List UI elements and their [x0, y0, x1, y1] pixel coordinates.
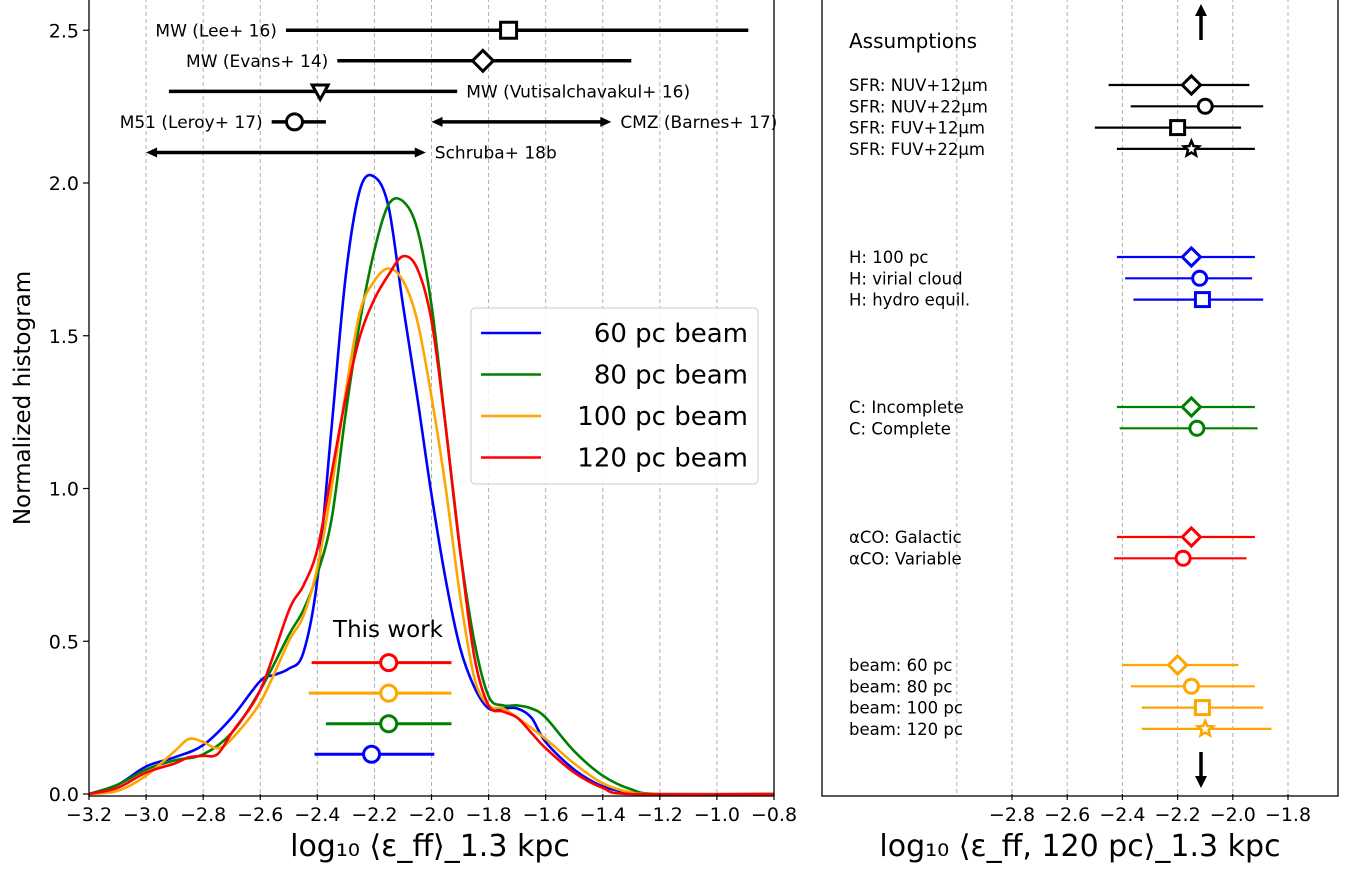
left-x-axis-label: log₁₀ ⟨ε_ff⟩_1.3 kpc — [290, 829, 570, 864]
right-x-tick-label: −2.0 — [1210, 804, 1256, 826]
assumption-marker — [1193, 291, 1211, 309]
literature-label: MW (Vutisalchavakul+ 16) — [466, 82, 690, 102]
left-y-tick-label: 0.0 — [49, 784, 79, 806]
legend-label: 120 pc beam — [577, 444, 748, 474]
right-x-tick-label: −2.4 — [1099, 804, 1145, 826]
legend: 60 pc beam 80 pc beam 100 pc beam 120 pc be… — [470, 307, 759, 485]
left-x-tick-label: −2.2 — [351, 804, 397, 826]
left-x-tick-label: −1.0 — [694, 804, 740, 826]
left-y-tick-label: 2.0 — [49, 173, 79, 195]
left-axis-ticks: −3.2 −3.0 −2.8 −2.6 −2.4 −2.2 −2.0 −1.8 −1.6 −1.4… — [49, 20, 797, 826]
literature-marker — [309, 83, 331, 103]
literature-label: M51 (Leroy+ 17) — [120, 113, 263, 133]
assumption-label: beam: 60 pc — [849, 656, 952, 675]
left-x-tick-label: −1.4 — [580, 804, 626, 826]
assumption-label: beam: 100 pc — [849, 699, 963, 718]
left-curves — [88, 173, 775, 796]
legend-label: 100 pc beam — [577, 402, 748, 432]
this-work-marker — [379, 683, 399, 703]
assumption-label: C: Incomplete — [849, 398, 964, 417]
assumption-label: H: virial cloud — [849, 269, 963, 288]
right-x-tick-label: −2.8 — [989, 804, 1035, 826]
legend-label: 80 pc beam — [594, 361, 748, 391]
assumption-label: SFR: NUV+22μm — [849, 97, 988, 116]
assumption-label: beam: 120 pc — [849, 720, 963, 739]
literature-range-arrow-right — [414, 147, 426, 158]
this-work-marker — [362, 744, 382, 764]
left-y-tick-label: 0.5 — [49, 631, 79, 653]
assumption-marker — [1191, 269, 1209, 287]
right-x-tick-label: −2.2 — [1155, 804, 1201, 826]
right-plot-frame — [821, 0, 1339, 797]
left-x-tick-label: −1.2 — [637, 804, 683, 826]
left-x-tick-label: −2.4 — [294, 804, 340, 826]
left-y-axis-label: Normalized histogram — [10, 271, 36, 525]
left-panel: MW (Lee+ 16) MW (Evans+ 14) MW (Vutisalcha… — [10, 0, 797, 864]
left-y-tick-label: 1.0 — [49, 479, 79, 501]
assumption-label: SFR: FUV+12μm — [849, 119, 985, 138]
series-line-3 — [88, 267, 775, 796]
assumption-label: αCO: Variable — [849, 549, 962, 568]
right-axis-ticks: −2.8 −2.6 −2.4 −2.2 −2.0 −1.8 — [989, 794, 1311, 826]
assumption-marker — [1169, 119, 1187, 137]
left-x-tick-label: −1.6 — [523, 804, 569, 826]
legend-label: 60 pc beam — [594, 319, 748, 349]
assumption-marker — [1180, 73, 1203, 97]
assumption-rows: SFR: NUV+12μm SFR: NUV+22μm SFR: FUV+12μm S… — [849, 73, 1272, 739]
literature-marker — [285, 112, 304, 132]
literature-marker — [499, 20, 519, 40]
left-x-tick-label: −2.6 — [237, 804, 283, 826]
right-panel: SFR: NUV+12μm SFR: NUV+22μm SFR: FUV+12μm S… — [821, 0, 1339, 864]
assumption-marker — [1182, 677, 1200, 695]
literature-label: CMZ (Barnes+ 17) — [620, 113, 777, 133]
assumption-label: C: Complete — [849, 419, 951, 438]
assumption-label: beam: 80 pc — [849, 677, 952, 696]
assumption-label: SFR: NUV+12μm — [849, 76, 988, 95]
literature-marker — [470, 48, 496, 74]
literature-label: MW (Evans+ 14) — [186, 52, 328, 72]
assumption-marker — [1193, 699, 1211, 717]
this-work-markers: This work — [308, 617, 452, 764]
assumption-marker — [1188, 419, 1206, 437]
assumption-marker — [1180, 395, 1203, 419]
left-x-tick-label: −3.0 — [123, 804, 169, 826]
assumption-marker — [1166, 653, 1189, 677]
left-x-tick-label: −3.2 — [66, 804, 112, 826]
right-x-tick-label: −2.6 — [1044, 804, 1090, 826]
this-work-marker — [379, 653, 399, 673]
assumption-label: H: 100 pc — [849, 248, 929, 267]
assumption-marker — [1180, 525, 1203, 549]
left-y-tick-label: 2.5 — [49, 20, 79, 42]
assumption-marker — [1180, 245, 1203, 269]
assumptions-title: Assumptions — [849, 29, 977, 53]
up-arrow — [1195, 4, 1207, 40]
left-x-tick-label: −2.0 — [408, 804, 454, 826]
this-work-marker — [379, 714, 399, 734]
this-work-label: This work — [332, 617, 444, 643]
literature-label: Schruba+ 18b — [435, 143, 557, 163]
left-x-tick-label: −0.8 — [751, 804, 797, 826]
left-x-tick-label: −1.8 — [466, 804, 512, 826]
literature-range-arrow-right — [600, 116, 612, 127]
literature-markers: MW (Lee+ 16) MW (Evans+ 14) MW (Vutisalcha… — [120, 20, 777, 163]
left-y-tick-label: 1.5 — [49, 326, 79, 348]
assumption-marker — [1174, 549, 1192, 567]
assumption-marker — [1194, 717, 1216, 739]
literature-range-arrow-left — [146, 147, 158, 158]
assumption-label: SFR: FUV+22μm — [849, 140, 985, 159]
right-x-axis-label: log₁₀ ⟨ε_ff, 120 pc⟩_1.3 kpc — [879, 829, 1280, 864]
legend-box — [470, 307, 759, 485]
assumption-marker — [1196, 97, 1214, 115]
left-x-tick-label: −2.8 — [180, 804, 226, 826]
right-gridlines — [956, 0, 1289, 794]
right-x-tick-label: −1.8 — [1265, 804, 1311, 826]
assumption-marker — [1180, 137, 1203, 159]
down-arrow — [1195, 752, 1207, 788]
literature-label: MW (Lee+ 16) — [155, 21, 277, 41]
assumption-label: αCO: Galactic — [849, 528, 962, 547]
literature-range-arrow-left — [431, 116, 443, 127]
series-line-4 — [88, 254, 775, 796]
assumption-label: H: hydro equil. — [849, 291, 970, 310]
